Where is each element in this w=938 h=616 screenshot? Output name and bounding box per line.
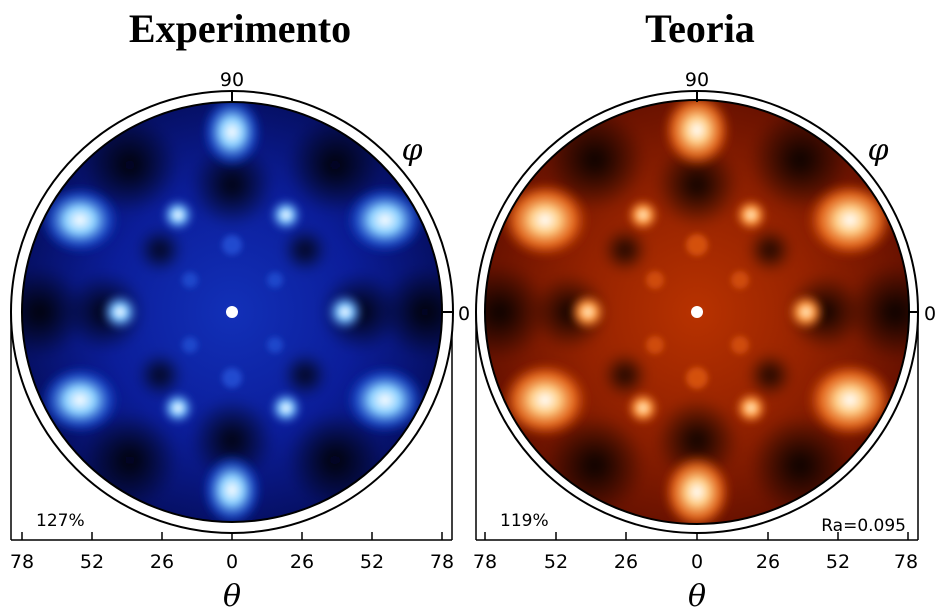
theta-tick-label: 52 [360, 551, 384, 573]
percent-label: 127% [36, 511, 85, 531]
percent-label: 119% [500, 511, 549, 531]
phi-label-0: 0 [458, 303, 470, 325]
center-marker [226, 306, 238, 318]
panel-experimento: Experimento [10, 6, 470, 614]
panel-title: Teoria [645, 6, 755, 51]
theta-tick-label: 78 [473, 551, 497, 573]
phi-symbol: φ [867, 133, 888, 168]
theta-tick-label: 0 [691, 551, 703, 573]
theta-tick-label: 26 [614, 551, 638, 573]
theta-tick-label: 0 [226, 551, 238, 573]
theta-symbol: θ [223, 579, 241, 614]
theta-tick-label: 26 [756, 551, 780, 573]
theta-ticks [21, 532, 443, 540]
center-marker [691, 306, 703, 318]
theta-tick-label: 52 [826, 551, 850, 573]
phi-symbol: φ [401, 133, 422, 168]
phi-label-0: 0 [924, 303, 936, 325]
theta-tick-label: 52 [80, 551, 104, 573]
panel-teoria: Teoria [473, 6, 936, 614]
intensity-map-theory [485, 100, 909, 524]
r-factor-label: Ra=0.095 [821, 516, 906, 536]
phi-label-90: 90 [220, 69, 244, 91]
theta-tick-label: 78 [894, 551, 918, 573]
theta-symbol: θ [688, 579, 706, 614]
theta-tick-label: 26 [150, 551, 174, 573]
theta-tick-label: 26 [290, 551, 314, 573]
theta-tick-label: 78 [430, 551, 454, 573]
theta-tick-label: 78 [10, 551, 34, 573]
panel-title: Experimento [129, 6, 351, 51]
theta-ticks [484, 532, 909, 540]
phi-label-90: 90 [685, 69, 709, 91]
theta-tick-label: 52 [544, 551, 568, 573]
